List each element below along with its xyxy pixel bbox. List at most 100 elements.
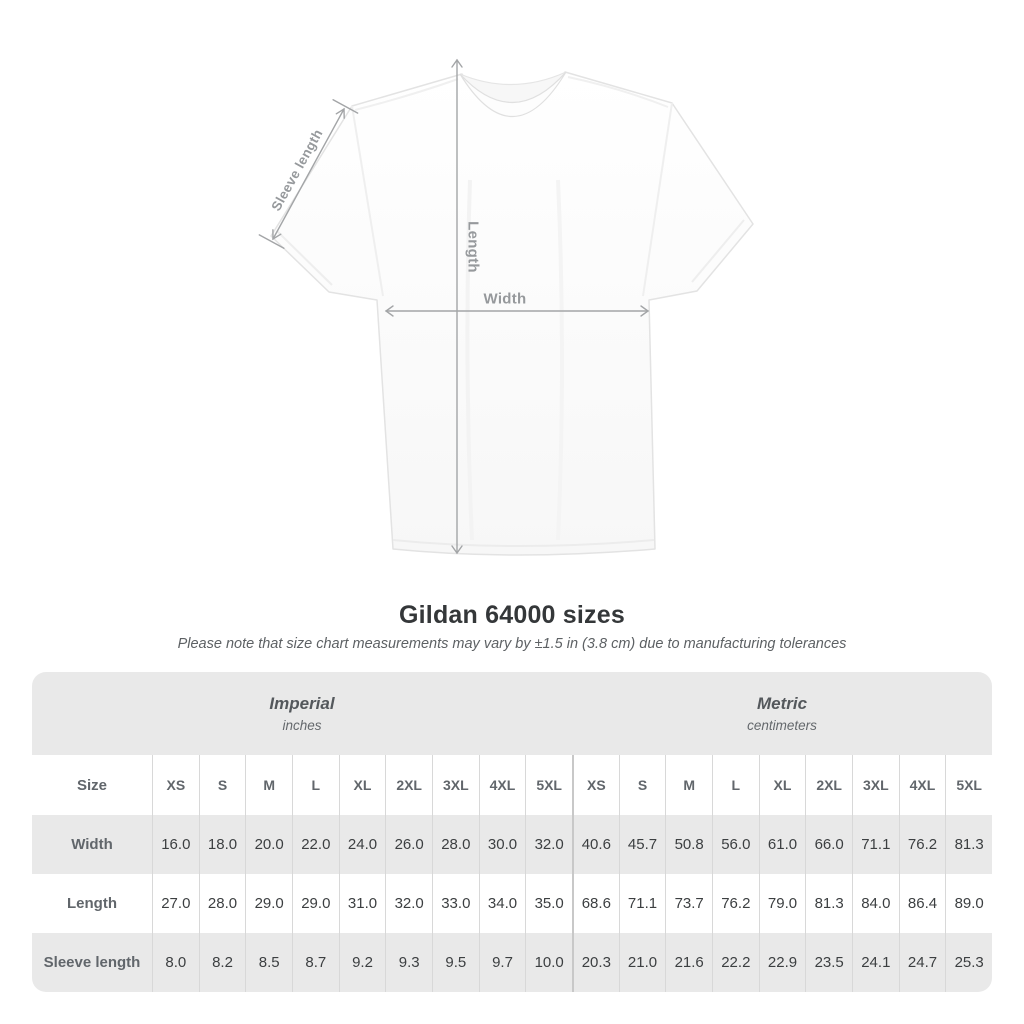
- size-col-header-imperial-m: M: [245, 755, 292, 815]
- value-cell: 8.5: [245, 933, 292, 992]
- value-cell: 30.0: [478, 815, 526, 874]
- value-cell: 24.0: [338, 815, 386, 874]
- size-col-header-metric-s: S: [618, 755, 666, 815]
- value-cell: 71.1: [852, 815, 899, 874]
- width-arrow: [384, 305, 650, 317]
- size-table-body: Size XS S M L XL 2XL 3XL 4XL 5XL XS S M L XL 2XL 3XL 4XL 5…: [32, 755, 992, 992]
- value-cell: 27.0: [152, 874, 199, 933]
- tshirt-silhouette: [270, 71, 754, 556]
- value-cell: 73.7: [665, 874, 712, 933]
- value-cell: 9.3: [385, 933, 432, 992]
- size-col-header-imperial-5xl: 5XL: [525, 755, 572, 815]
- tshirt-image: [258, 58, 754, 556]
- value-cell: 50.8: [665, 815, 712, 874]
- value-cell: 24.7: [898, 933, 946, 992]
- value-cell: 22.9: [758, 933, 806, 992]
- value-cell: 9.7: [478, 933, 526, 992]
- tolerance-note: Please note that size chart measurements…: [177, 636, 847, 652]
- size-col-header-metric-m: M: [665, 755, 712, 815]
- size-col-header-metric-l: L: [712, 755, 759, 815]
- value-cell: 25.3: [945, 933, 992, 992]
- value-cell: 32.0: [385, 874, 432, 933]
- row-label: Sleeve length: [43, 954, 141, 971]
- size-column-header: Size: [76, 776, 107, 794]
- value-cell: 35.0: [525, 874, 572, 933]
- value-cell: 81.3: [805, 874, 852, 933]
- value-cell: 66.0: [805, 815, 852, 874]
- value-cell: 31.0: [338, 874, 386, 933]
- metric-section-header: Metric centimeters: [572, 672, 992, 755]
- metric-title: Metric: [756, 694, 808, 713]
- size-col-header-imperial-4xl: 4XL: [478, 755, 526, 815]
- size-col-header-metric-2xl: 2XL: [805, 755, 852, 815]
- sleeve-length-arrow: [258, 98, 359, 250]
- value-cell: 86.4: [898, 874, 946, 933]
- value-cell: 8.0: [152, 933, 199, 992]
- value-cell: 8.7: [292, 933, 339, 992]
- value-cell: 9.2: [338, 933, 386, 992]
- value-cell: 10.0: [525, 933, 572, 992]
- value-cell: 16.0: [152, 815, 199, 874]
- size-col-header-metric-4xl: 4XL: [898, 755, 946, 815]
- size-col-header-imperial-xl: XL: [338, 755, 386, 815]
- length-arrow: [451, 58, 463, 555]
- size-col-header-metric-xs: XS: [572, 755, 619, 815]
- value-cell: 22.0: [292, 815, 339, 874]
- tshirt-measurement-figure: Sleeve length Length Width: [258, 58, 754, 556]
- size-col-header-imperial-xs: XS: [152, 755, 199, 815]
- value-cell: 29.0: [245, 874, 292, 933]
- table-row: Width 16.0 18.0 20.0 22.0 24.0 26.0 28.0 30.0 32.…: [32, 815, 992, 874]
- value-cell: 28.0: [432, 815, 479, 874]
- value-cell: 76.2: [712, 874, 759, 933]
- size-col-header-metric-xl: XL: [758, 755, 806, 815]
- size-col-header-imperial-3xl: 3XL: [432, 755, 479, 815]
- row-label: Width: [71, 836, 113, 853]
- value-cell: 76.2: [898, 815, 946, 874]
- value-cell: 79.0: [758, 874, 806, 933]
- value-cell: 32.0: [525, 815, 572, 874]
- value-cell: 61.0: [758, 815, 806, 874]
- width-label: Width: [483, 290, 527, 308]
- value-cell: 26.0: [385, 815, 432, 874]
- value-cell: 34.0: [478, 874, 526, 933]
- page-title: Gildan 64000 sizes: [399, 601, 625, 629]
- value-cell: 33.0: [432, 874, 479, 933]
- value-cell: 21.6: [665, 933, 712, 992]
- value-cell: 22.2: [712, 933, 759, 992]
- table-row: Length 27.0 28.0 29.0 29.0 31.0 32.0 33.0 34.0 35…: [32, 874, 992, 933]
- value-cell: 29.0: [292, 874, 339, 933]
- value-cell: 56.0: [712, 815, 759, 874]
- units-header-row: Imperial inches Metric centimeters: [32, 672, 992, 755]
- imperial-section-header: Imperial inches: [32, 672, 572, 755]
- value-cell: 68.6: [572, 874, 619, 933]
- value-cell: 24.1: [852, 933, 899, 992]
- size-header-row: Size XS S M L XL 2XL 3XL 4XL 5XL XS S M L XL 2XL 3XL 4XL 5…: [32, 755, 992, 815]
- value-cell: 20.3: [572, 933, 619, 992]
- value-cell: 71.1: [618, 874, 666, 933]
- value-cell: 18.0: [198, 815, 246, 874]
- size-col-header-imperial-2xl: 2XL: [385, 755, 432, 815]
- size-col-header-imperial-l: L: [292, 755, 339, 815]
- table-row: Sleeve length 8.0 8.2 8.5 8.7 9.2 9.3 9.5 9.7 10.…: [32, 933, 992, 992]
- value-cell: 9.5: [432, 933, 479, 992]
- value-cell: 28.0: [198, 874, 246, 933]
- size-table: Imperial inches Metric centimeters Size X…: [32, 672, 992, 992]
- metric-unit: centimeters: [747, 718, 817, 733]
- value-cell: 20.0: [245, 815, 292, 874]
- row-label: Length: [67, 895, 117, 912]
- value-cell: 84.0: [852, 874, 899, 933]
- value-cell: 8.2: [198, 933, 246, 992]
- size-col-header-imperial-s: S: [198, 755, 246, 815]
- size-col-header-metric-5xl: 5XL: [945, 755, 992, 815]
- length-label: Length: [464, 221, 482, 273]
- value-cell: 81.3: [945, 815, 992, 874]
- imperial-title: Imperial: [269, 694, 335, 713]
- value-cell: 21.0: [618, 933, 666, 992]
- value-cell: 23.5: [805, 933, 852, 992]
- imperial-unit: inches: [282, 718, 322, 733]
- size-col-header-metric-3xl: 3XL: [852, 755, 899, 815]
- value-cell: 40.6: [572, 815, 619, 874]
- value-cell: 89.0: [945, 874, 992, 933]
- value-cell: 45.7: [618, 815, 666, 874]
